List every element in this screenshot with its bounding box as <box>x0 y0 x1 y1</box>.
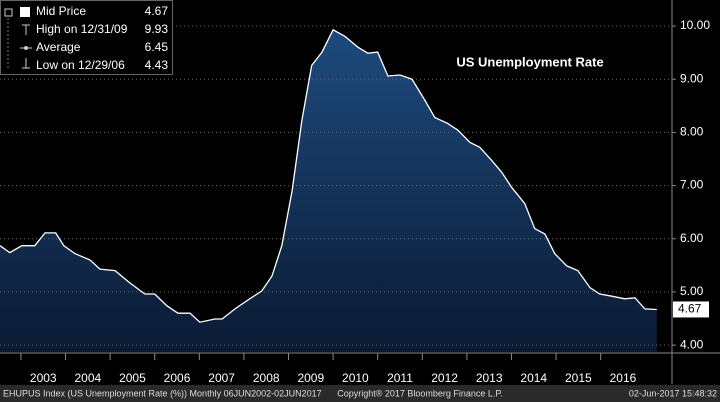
x-tick-label: 2012 <box>431 371 458 385</box>
x-tick-label: 2013 <box>476 371 503 385</box>
legend-label: Low on 12/29/06 <box>36 58 125 72</box>
x-tick-label: 2007 <box>208 371 235 385</box>
y-tick-label: 10.00 <box>680 18 710 32</box>
legend-label: Average <box>36 40 81 54</box>
footer-left: EHUPUS Index (US Unemployment Rate (%)) … <box>3 388 322 398</box>
legend-icon <box>24 46 28 50</box>
legend-icon <box>20 7 30 17</box>
y-tick-label: 9.00 <box>680 71 704 85</box>
price-tag-label: 4.67 <box>678 302 702 316</box>
x-tick-label: 2010 <box>342 371 369 385</box>
x-tick-label: 2005 <box>119 371 146 385</box>
legend-value: 4.67 <box>145 4 169 18</box>
y-tick-label: 6.00 <box>680 231 704 245</box>
legend-value: 9.93 <box>145 22 169 36</box>
y-tick-label: 7.00 <box>680 178 704 192</box>
legend-label: Mid Price <box>36 4 86 18</box>
legend-icon <box>22 58 30 69</box>
x-tick-label: 2003 <box>30 371 57 385</box>
x-tick-label: 2011 <box>387 371 413 385</box>
y-tick-label: 5.00 <box>680 284 704 298</box>
legend <box>0 0 173 75</box>
legend-icon <box>4 8 13 17</box>
footer-right: 02-Jun-2017 15:48:32 <box>629 388 717 398</box>
x-tick-label: 2004 <box>74 371 101 385</box>
x-tick-label: 2009 <box>297 371 324 385</box>
x-tick-label: 2008 <box>253 371 280 385</box>
area <box>0 29 657 353</box>
y-tick-label: 8.00 <box>680 125 704 139</box>
legend-icon <box>22 24 30 35</box>
footer-center: Copyright® 2017 Bloomberg Finance L.P. <box>337 388 503 398</box>
x-tick-label: 2006 <box>164 371 191 385</box>
line <box>0 28 657 323</box>
plot <box>0 25 672 353</box>
x-tick-label: 2014 <box>520 371 547 385</box>
legend-value: 6.45 <box>145 40 169 54</box>
price-tag <box>673 301 709 318</box>
legend-value: 4.43 <box>145 58 169 72</box>
y-tick-label: 4.00 <box>680 337 704 351</box>
chart-title: US Unemployment Rate <box>456 54 603 69</box>
footer-bar <box>0 385 720 402</box>
x-tick-label: 2015 <box>565 371 592 385</box>
legend-label: High on 12/31/09 <box>36 22 128 36</box>
x-tick-label: 2016 <box>610 371 637 385</box>
